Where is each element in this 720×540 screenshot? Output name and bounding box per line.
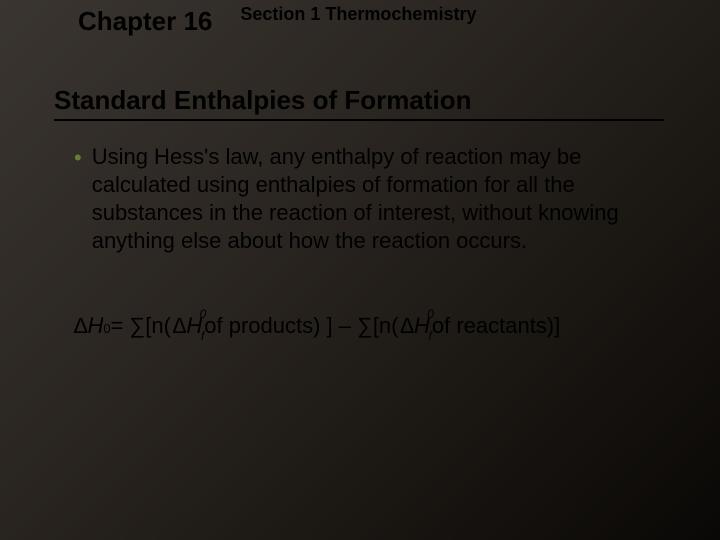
title-row: Standard Enthalpies of Formation <box>54 85 720 116</box>
formula-line: ∆ H 0 = ∑[n( ∆H 0 f of products) ] – ∑[n… <box>74 313 720 339</box>
sup-zero: 0 <box>103 321 110 336</box>
dhf-sub-f: f <box>201 329 204 343</box>
title-underline <box>54 119 664 121</box>
slide-header: Chapter 16 Section 1 Thermochemistry <box>0 0 720 37</box>
bullet-item: • Using Hess's law, any enthalpy of reac… <box>74 143 656 255</box>
slide-title: Standard Enthalpies of Formation <box>54 85 471 115</box>
bullet-marker-icon: • <box>74 144 82 172</box>
equals-sum-open: = ∑[n( <box>111 313 171 339</box>
dhf-sup-zero: 0 <box>200 307 207 321</box>
dhf-delta-2: ∆ <box>401 313 414 338</box>
section-label: Section 1 Thermochemistry <box>240 4 476 25</box>
chapter-label: Chapter 16 <box>78 6 212 37</box>
of-reactants-text: of reactants)] <box>432 313 560 339</box>
dhf-products: ∆H 0 f <box>173 313 202 339</box>
dhf-reactants: ∆H 0 f <box>401 313 430 339</box>
of-products-text: of products) ] – ∑[n( <box>204 313 398 339</box>
bullet-block: • Using Hess's law, any enthalpy of reac… <box>74 143 656 255</box>
dhf-delta: ∆ <box>173 313 186 338</box>
delta-symbol: ∆ <box>74 313 87 339</box>
h-symbol: H <box>87 313 103 339</box>
dhf-sub-f-2: f <box>429 329 432 343</box>
bullet-text: Using Hess's law, any enthalpy of reacti… <box>92 143 656 255</box>
dhf-sup-zero-2: 0 <box>427 307 434 321</box>
